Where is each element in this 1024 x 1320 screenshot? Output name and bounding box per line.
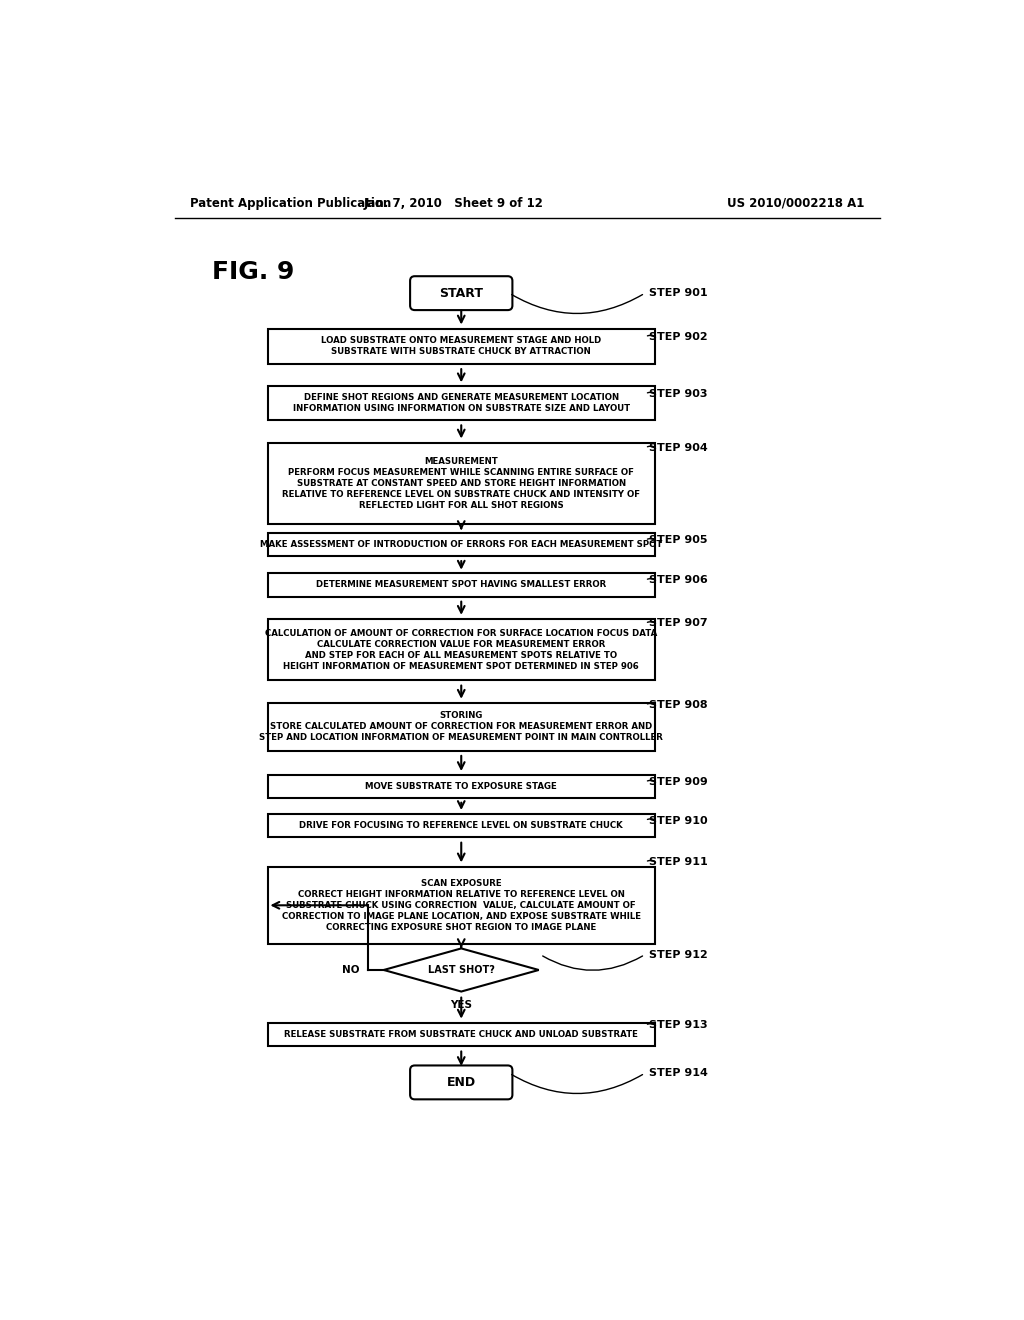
- FancyBboxPatch shape: [267, 702, 655, 751]
- Text: STEP 907: STEP 907: [649, 619, 708, 628]
- Text: DRIVE FOR FOCUSING TO REFERENCE LEVEL ON SUBSTRATE CHUCK: DRIVE FOR FOCUSING TO REFERENCE LEVEL ON…: [299, 821, 624, 830]
- Text: STEP 902: STEP 902: [649, 333, 708, 342]
- Text: US 2010/0002218 A1: US 2010/0002218 A1: [727, 197, 864, 210]
- Text: SCAN EXPOSURE
CORRECT HEIGHT INFORMATION RELATIVE TO REFERENCE LEVEL ON
SUBSTRAT: SCAN EXPOSURE CORRECT HEIGHT INFORMATION…: [282, 879, 641, 932]
- Text: Jan. 7, 2010   Sheet 9 of 12: Jan. 7, 2010 Sheet 9 of 12: [364, 197, 544, 210]
- Text: STEP 903: STEP 903: [649, 389, 708, 399]
- Text: LAST SHOT?: LAST SHOT?: [428, 965, 495, 975]
- FancyBboxPatch shape: [267, 533, 655, 557]
- FancyBboxPatch shape: [267, 329, 655, 364]
- Text: YES: YES: [451, 1001, 472, 1010]
- FancyBboxPatch shape: [267, 442, 655, 524]
- Text: STEP 905: STEP 905: [649, 536, 708, 545]
- Text: END: END: [446, 1076, 476, 1089]
- FancyBboxPatch shape: [267, 1023, 655, 1047]
- FancyBboxPatch shape: [410, 1065, 512, 1100]
- FancyBboxPatch shape: [410, 276, 512, 310]
- Text: MEASUREMENT
PERFORM FOCUS MEASUREMENT WHILE SCANNING ENTIRE SURFACE OF
SUBSTRATE: MEASUREMENT PERFORM FOCUS MEASUREMENT WH…: [283, 457, 640, 510]
- Text: CALCULATION OF AMOUNT OF CORRECTION FOR SURFACE LOCATION FOCUS DATA
CALCULATE CO: CALCULATION OF AMOUNT OF CORRECTION FOR …: [265, 628, 657, 671]
- Text: STEP 909: STEP 909: [649, 777, 708, 787]
- FancyBboxPatch shape: [267, 619, 655, 681]
- Text: STEP 904: STEP 904: [649, 444, 708, 453]
- Text: RELEASE SUBSTRATE FROM SUBSTRATE CHUCK AND UNLOAD SUBSTRATE: RELEASE SUBSTRATE FROM SUBSTRATE CHUCK A…: [285, 1030, 638, 1039]
- FancyBboxPatch shape: [267, 813, 655, 837]
- Text: STEP 908: STEP 908: [649, 700, 708, 710]
- Text: FIG. 9: FIG. 9: [212, 260, 294, 284]
- Text: STEP 910: STEP 910: [649, 816, 708, 825]
- Text: LOAD SUBSTRATE ONTO MEASUREMENT STAGE AND HOLD
SUBSTRATE WITH SUBSTRATE CHUCK BY: LOAD SUBSTRATE ONTO MEASUREMENT STAGE AN…: [322, 337, 601, 356]
- Text: NO: NO: [342, 965, 360, 975]
- Text: STEP 913: STEP 913: [649, 1020, 708, 1031]
- Text: STEP 914: STEP 914: [649, 1068, 708, 1078]
- Text: MAKE ASSESSMENT OF INTRODUCTION OF ERRORS FOR EACH MEASUREMENT SPOT: MAKE ASSESSMENT OF INTRODUCTION OF ERROR…: [260, 540, 663, 549]
- Text: DETERMINE MEASUREMENT SPOT HAVING SMALLEST ERROR: DETERMINE MEASUREMENT SPOT HAVING SMALLE…: [316, 581, 606, 590]
- Text: START: START: [439, 286, 483, 300]
- FancyBboxPatch shape: [267, 867, 655, 944]
- Text: STORING
STORE CALCULATED AMOUNT OF CORRECTION FOR MEASUREMENT ERROR AND
STEP AND: STORING STORE CALCULATED AMOUNT OF CORRE…: [259, 711, 664, 742]
- Text: MOVE SUBSTRATE TO EXPOSURE STAGE: MOVE SUBSTRATE TO EXPOSURE STAGE: [366, 783, 557, 791]
- Text: DEFINE SHOT REGIONS AND GENERATE MEASUREMENT LOCATION
INFORMATION USING INFORMAT: DEFINE SHOT REGIONS AND GENERATE MEASURE…: [293, 393, 630, 413]
- Text: STEP 911: STEP 911: [649, 857, 708, 867]
- Text: Patent Application Publication: Patent Application Publication: [190, 197, 391, 210]
- Text: STEP 906: STEP 906: [649, 576, 708, 585]
- Text: STEP 912: STEP 912: [649, 949, 708, 960]
- FancyBboxPatch shape: [267, 775, 655, 799]
- Text: STEP 901: STEP 901: [649, 288, 708, 298]
- FancyBboxPatch shape: [267, 573, 655, 597]
- FancyBboxPatch shape: [267, 387, 655, 420]
- Polygon shape: [384, 948, 539, 991]
